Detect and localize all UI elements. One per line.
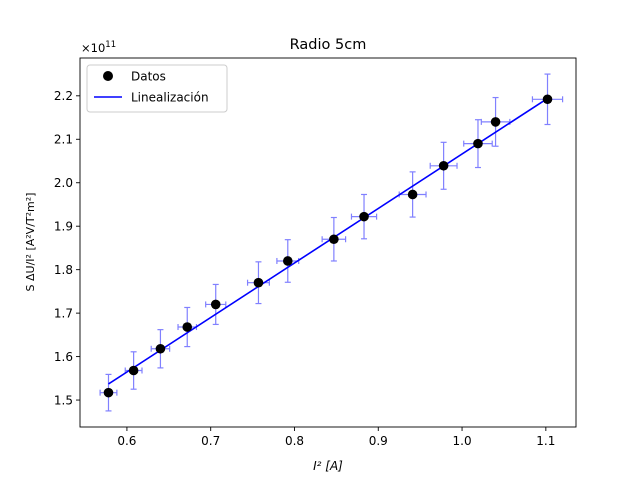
x-tick-label: 0.6 (117, 434, 136, 448)
y-tick-label: 1.7 (54, 306, 73, 320)
y-tick-label: 1.8 (54, 263, 73, 277)
legend-box (86, 64, 228, 113)
x-axis-label: I² [A] (313, 459, 343, 473)
y-tick-label: 1.9 (54, 219, 73, 233)
y-tick-label: 1.6 (54, 350, 73, 364)
data-point (407, 189, 418, 200)
data-point (182, 322, 193, 332)
data-point (490, 117, 501, 127)
x-tick-label: 0.9 (369, 434, 388, 448)
y-tick-label: 2.0 (54, 176, 73, 190)
data-point (282, 256, 293, 266)
y-axis-ticks: 1.5 1.6 1.7 1.8 1.9 2.0 2.1 2.2 (54, 89, 80, 407)
data-point (155, 343, 166, 354)
y-axis-label: S ΔU/I² [A²V/T²m²] (24, 193, 37, 292)
y-axis-multiplier: ×1011 (81, 40, 116, 55)
y-axis-multiplier-base: ×10 (81, 41, 105, 55)
data-point (438, 160, 449, 171)
data-point (253, 277, 264, 288)
y-tick-label: 2.1 (54, 132, 73, 146)
y-tick-label: 1.5 (54, 393, 73, 407)
data-point (473, 138, 483, 149)
data-point (210, 299, 221, 310)
data-point (542, 94, 553, 105)
legend-label-datos: Datos (131, 70, 166, 84)
y-tick-label: 2.2 (54, 89, 73, 103)
data-markers (103, 94, 553, 398)
data-point (329, 234, 339, 245)
x-tick-label: 1.0 (453, 434, 472, 448)
data-point (359, 211, 369, 222)
data-point (103, 387, 114, 398)
chart-title: Radio 5cm (290, 37, 367, 53)
x-tick-label: 0.7 (201, 434, 220, 448)
plot-area (99, 73, 564, 412)
x-tick-label: 1.1 (536, 434, 555, 448)
x-tick-label: 0.8 (285, 434, 304, 448)
legend-label-linealizacion: Linealización (131, 91, 209, 105)
legend-marker-datos (103, 71, 113, 81)
legend: Datos Linealización (86, 64, 228, 113)
x-axis-ticks: 0.6 0.7 0.8 0.9 1.0 1.1 (117, 427, 555, 448)
y-axis-multiplier-exponent: 11 (105, 40, 116, 50)
axes-frame (79, 57, 577, 428)
data-point (128, 365, 139, 376)
